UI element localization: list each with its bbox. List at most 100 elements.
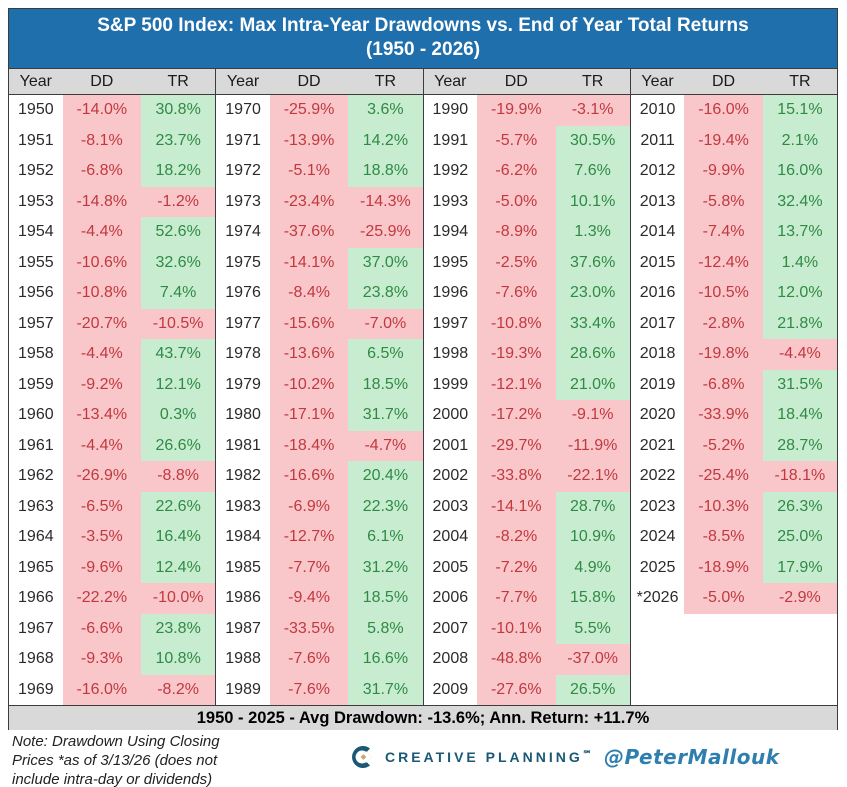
year-cell: 1993 <box>423 186 478 217</box>
table-row: 1979 -10.2% 18.5% <box>216 369 423 400</box>
total-return-cell: 23.8% <box>348 278 423 309</box>
year-cell: 1995 <box>423 247 478 278</box>
total-return-cell: -4.4% <box>762 339 837 370</box>
drawdown-cell: -27.6% <box>477 674 556 705</box>
total-return-cell: 30.5% <box>555 125 630 156</box>
table-row: 1950 -14.0% 30.8% <box>9 95 216 126</box>
drawdown-cell: -25.9% <box>269 95 349 126</box>
drawdown-cell: -7.2% <box>477 552 556 583</box>
table-row: 1988 -7.6% 16.6% <box>216 644 423 675</box>
table-row: 2007 -10.1% 5.5% <box>423 613 630 644</box>
year-cell <box>630 674 685 705</box>
table-row: 2025 -18.9% 17.9% <box>630 552 837 583</box>
total-return-cell: 12.4% <box>141 552 216 583</box>
total-return-cell: 5.5% <box>555 613 630 644</box>
total-return-cell: 0.3% <box>141 400 216 431</box>
creative-planning-logo-icon <box>352 746 373 768</box>
footnote-line-2: Prices *as of 3/13/26 (does not <box>12 752 218 769</box>
total-return-cell: 21.0% <box>555 369 630 400</box>
total-return-cell: 22.6% <box>141 491 216 522</box>
year-cell: 1994 <box>423 217 478 248</box>
total-return-cell: 31.2% <box>348 552 423 583</box>
total-return-cell: 32.6% <box>141 247 216 278</box>
table-row: 1960 -13.4% 0.3% <box>9 400 216 431</box>
title-line-1: S&P 500 Index: Max Intra-Year Drawdowns … <box>97 15 749 36</box>
total-return-cell: -1.2% <box>141 186 216 217</box>
year-cell: 1991 <box>423 125 478 156</box>
drawdown-cell: -13.9% <box>269 125 349 156</box>
total-return-cell: 23.8% <box>141 613 216 644</box>
drawdown-cell: -14.1% <box>269 247 349 278</box>
total-return-cell: -11.9% <box>555 430 630 461</box>
drawdown-cell: -33.9% <box>684 400 763 431</box>
table-row: 1961 -4.4% 26.6% <box>9 430 216 461</box>
drawdown-cell: -20.7% <box>62 308 141 339</box>
drawdown-cell: -14.8% <box>62 186 141 217</box>
year-cell: 2008 <box>423 644 478 675</box>
total-return-cell: -3.1% <box>555 95 630 126</box>
year-cell <box>630 613 685 644</box>
drawdown-cell <box>684 644 763 675</box>
drawdown-cell: -3.5% <box>62 522 141 553</box>
table-group: Year DD TR 2010 -16.0% 15.1% 2011 -19.4% 2.1% 201… <box>629 69 837 705</box>
drawdown-cell: -5.2% <box>684 430 763 461</box>
total-return-cell: 37.0% <box>348 247 423 278</box>
drawdown-cell: -18.4% <box>269 430 349 461</box>
year-cell: 2013 <box>630 186 685 217</box>
total-return-cell: 28.6% <box>555 339 630 370</box>
table-row: 2003 -14.1% 28.7% <box>423 491 630 522</box>
table-row: 2020 -33.9% 18.4% <box>630 400 837 431</box>
total-return-cell: 1.3% <box>555 217 630 248</box>
drawdown-cell: -7.4% <box>684 217 763 248</box>
table-row: *2026 -5.0% -2.9% <box>630 583 837 614</box>
total-return-cell <box>762 613 837 644</box>
brand-name: CREATIVE PLANNING℠ <box>385 749 595 765</box>
column-header-dd: DD <box>90 72 114 90</box>
year-cell: 1997 <box>423 308 478 339</box>
drawdown-cell: -18.9% <box>684 552 763 583</box>
drawdown-cell: -10.8% <box>62 278 141 309</box>
year-cell: 1965 <box>9 552 63 583</box>
drawdown-cell: -4.4% <box>62 339 141 370</box>
total-return-cell: -22.1% <box>555 461 630 492</box>
total-return-cell: 16.6% <box>348 644 423 675</box>
drawdown-cell <box>684 674 763 705</box>
drawdown-cell: -8.5% <box>684 522 763 553</box>
total-return-cell: 4.9% <box>555 552 630 583</box>
year-cell: 1957 <box>9 308 63 339</box>
table-row: 2023 -10.3% 26.3% <box>630 491 837 522</box>
table-row: 2009 -27.6% 26.5% <box>423 674 630 705</box>
total-return-cell: 2.1% <box>762 125 837 156</box>
year-cell: 2001 <box>423 430 478 461</box>
year-cell: 1956 <box>9 278 63 309</box>
table-row: 1985 -7.7% 31.2% <box>216 552 423 583</box>
table-row: 1978 -13.6% 6.5% <box>216 339 423 370</box>
total-return-cell: 6.5% <box>348 339 423 370</box>
total-return-cell: 18.5% <box>348 583 423 614</box>
year-cell: 1973 <box>216 186 270 217</box>
column-header-tr: TR <box>374 72 397 90</box>
drawdown-cell: -9.4% <box>269 583 349 614</box>
total-return-cell: -8.8% <box>141 461 216 492</box>
drawdown-cell: -8.1% <box>62 125 141 156</box>
year-cell: 1966 <box>9 583 63 614</box>
footer: Note: Drawdown Using Closing Prices *as … <box>8 730 838 787</box>
total-return-cell: 18.5% <box>348 369 423 400</box>
drawdown-cell: -33.5% <box>269 613 349 644</box>
table-row: 2010 -16.0% 15.1% <box>630 95 837 126</box>
drawdown-cell: -7.6% <box>269 674 349 705</box>
total-return-cell: -7.0% <box>348 308 423 339</box>
drawdown-cell: -22.2% <box>62 583 141 614</box>
drawdown-cell: -10.2% <box>269 369 349 400</box>
table-row: 1965 -9.6% 12.4% <box>9 552 216 583</box>
table-row: 1964 -3.5% 16.4% <box>9 522 216 553</box>
table-row: 1968 -9.3% 10.8% <box>9 644 216 675</box>
year-cell: 2005 <box>423 552 478 583</box>
table-row: 1980 -17.1% 31.7% <box>216 400 423 431</box>
drawdown-cell: -12.7% <box>269 522 349 553</box>
total-return-cell: 16.0% <box>762 156 837 187</box>
drawdown-cell: -12.1% <box>477 369 556 400</box>
drawdown-cell: -12.4% <box>684 247 763 278</box>
year-cell: 1992 <box>423 156 478 187</box>
